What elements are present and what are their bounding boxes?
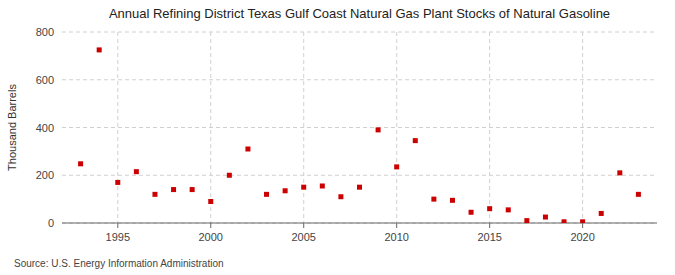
- x-tick-label: 2015: [477, 231, 501, 243]
- x-grid-line: [210, 32, 211, 223]
- x-grid-line: [582, 32, 583, 223]
- y-tick-label: 0: [48, 217, 54, 229]
- x-grid-line: [396, 32, 397, 223]
- point: [152, 192, 157, 197]
- axes: 0 200 400 600 800 1995 2000 2005 2010 2015 2020: [36, 26, 657, 243]
- chart-container: 0 200 400 600 800 1995 2000 2005 2010 2015 2020 Ann…: [0, 0, 675, 275]
- x-tick-label: 2000: [199, 231, 223, 243]
- point: [338, 194, 343, 199]
- x-tick-mark: [303, 223, 304, 228]
- page: {"chart_data": {"type": "scatter", "titl…: [0, 0, 675, 275]
- point: [599, 211, 604, 216]
- y-grid-line: [62, 79, 657, 80]
- x-tick-mark: [396, 223, 397, 228]
- x-tick-label: 2010: [384, 231, 408, 243]
- x-grid-line: [489, 32, 490, 223]
- point: [487, 206, 492, 211]
- point: [580, 219, 585, 223]
- point: [320, 183, 325, 188]
- x-tick-mark: [210, 223, 211, 228]
- x-tick-label: 2005: [291, 231, 315, 243]
- point: [171, 187, 176, 192]
- point: [115, 180, 120, 185]
- x-grid-line: [117, 32, 118, 223]
- point: [506, 207, 511, 212]
- x-tick-mark: [582, 223, 583, 228]
- y-tick-label: 200: [36, 169, 54, 181]
- point: [264, 192, 269, 197]
- point: [450, 198, 455, 203]
- point: [543, 215, 548, 220]
- point: [617, 170, 622, 175]
- source-note: Source: U.S. Energy Information Administ…: [14, 258, 224, 269]
- y-tick-label: 600: [36, 74, 54, 86]
- point: [376, 127, 381, 132]
- x-tick-mark: [489, 223, 490, 228]
- x-tick-mark: [117, 223, 118, 228]
- point: [245, 146, 250, 151]
- y-tick-label: 800: [36, 26, 54, 38]
- x-tick-label: 2020: [570, 231, 594, 243]
- point: [134, 169, 139, 174]
- point: [524, 218, 529, 223]
- y-grid-line: [62, 223, 657, 224]
- y-grid-line: [62, 127, 657, 128]
- grid: [62, 32, 657, 223]
- point: [431, 197, 436, 202]
- point: [283, 188, 288, 193]
- point: [301, 185, 306, 190]
- point: [394, 164, 399, 169]
- points: [78, 47, 641, 223]
- point: [190, 187, 195, 192]
- point: [469, 210, 474, 215]
- point: [357, 185, 362, 190]
- y-grid-line: [62, 32, 657, 33]
- y-axis-label: Thousand Barrels: [6, 84, 18, 171]
- y-grid-line: [62, 175, 657, 176]
- chart: 0 200 400 600 800 1995 2000 2005 2010 2015 2020 Ann…: [0, 0, 675, 275]
- point: [78, 161, 83, 166]
- point: [413, 138, 418, 143]
- point: [636, 192, 641, 197]
- x-axis-line: [62, 223, 657, 224]
- title: Annual Refining District Texas Gulf Coas…: [109, 6, 610, 21]
- y-tick-label: 400: [36, 122, 54, 134]
- point: [562, 219, 567, 223]
- point: [227, 173, 232, 178]
- x-tick-label: 1995: [106, 231, 130, 243]
- point: [208, 199, 213, 204]
- point: [97, 47, 102, 52]
- x-grid-line: [303, 32, 304, 223]
